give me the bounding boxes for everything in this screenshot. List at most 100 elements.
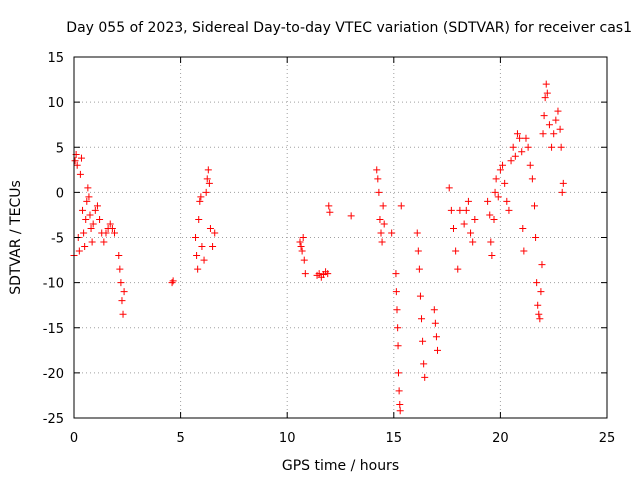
data-point: [545, 121, 553, 129]
data-point: [550, 130, 558, 138]
x-tick-label: 20: [492, 431, 509, 446]
data-point: [396, 400, 404, 408]
data-point: [516, 134, 524, 142]
data-point: [518, 148, 526, 156]
data-point: [452, 247, 460, 255]
data-point: [505, 206, 513, 214]
data-point: [397, 202, 405, 210]
data-point: [392, 288, 400, 296]
data-point: [205, 179, 213, 187]
data-point: [519, 224, 527, 232]
data-point: [462, 206, 470, 214]
data-point: [118, 297, 126, 305]
data-point: [456, 206, 464, 214]
data-point: [464, 197, 472, 205]
data-point: [486, 211, 494, 219]
y-tick-label: 15: [47, 51, 64, 66]
data-point: [195, 215, 203, 223]
y-tick-label: 5: [56, 141, 64, 156]
data-point: [211, 229, 219, 237]
data-point: [200, 256, 208, 264]
data-point: [117, 279, 125, 287]
data-point: [326, 208, 334, 216]
data-point: [298, 247, 306, 255]
data-point: [413, 229, 421, 237]
data-point: [509, 143, 517, 151]
data-point: [499, 161, 507, 169]
data-point: [533, 279, 541, 287]
data-point: [79, 206, 87, 214]
data-point: [420, 360, 428, 368]
data-point: [449, 224, 457, 232]
data-point: [531, 202, 539, 210]
data-point: [536, 315, 544, 323]
data-point: [324, 270, 332, 278]
data-point: [513, 130, 521, 138]
data-point: [393, 306, 401, 314]
data-point: [93, 202, 101, 210]
data-point: [511, 152, 519, 160]
data-point: [82, 215, 90, 223]
data-point: [379, 202, 387, 210]
x-tick-label: 10: [279, 431, 296, 446]
data-point: [297, 243, 305, 251]
data-point: [535, 310, 543, 318]
data-point: [380, 220, 388, 228]
data-point: [487, 238, 495, 246]
grid-lines: [74, 57, 607, 418]
data-point: [296, 238, 304, 246]
data-point: [197, 193, 205, 201]
data-point: [394, 324, 402, 332]
axis-ticks: 0 5 10 15 20 25 -25 -20 -15 -10 -5 0 5 10 15: [43, 51, 616, 446]
data-point: [501, 179, 509, 187]
data-point: [81, 243, 89, 251]
data-point: [388, 229, 396, 237]
data-point: [548, 143, 556, 151]
data-point: [490, 215, 498, 223]
data-point: [375, 188, 383, 196]
data-point: [542, 80, 550, 88]
data-point: [347, 212, 355, 220]
data-point: [106, 220, 114, 228]
data-point: [503, 197, 511, 205]
x-tick-label: 0: [70, 431, 78, 446]
data-point: [392, 270, 400, 278]
data-point: [209, 243, 217, 251]
data-point: [471, 215, 479, 223]
data-point: [522, 134, 530, 142]
data-point: [537, 288, 545, 296]
data-point: [484, 197, 492, 205]
data-point: [374, 175, 382, 183]
data-point: [116, 265, 124, 273]
data-point: [524, 143, 532, 151]
data-point: [96, 215, 104, 223]
data-point: [377, 229, 385, 237]
data-point: [419, 337, 427, 345]
data-point: [494, 193, 502, 201]
data-point: [203, 175, 211, 183]
data-point: [430, 306, 438, 314]
data-point: [467, 229, 475, 237]
data-point: [541, 94, 549, 102]
data-point: [84, 184, 92, 192]
data-point: [373, 166, 381, 174]
data-point: [102, 229, 110, 237]
data-point: [76, 170, 84, 178]
data-point: [543, 89, 551, 97]
data-point: [552, 116, 560, 124]
data-point: [196, 197, 204, 205]
data-point: [73, 161, 81, 169]
data-point: [520, 247, 528, 255]
data-point: [526, 161, 534, 169]
data-point: [193, 252, 201, 260]
data-point: [378, 238, 386, 246]
data-point: [325, 202, 333, 210]
x-tick-label: 25: [599, 431, 616, 446]
data-point: [85, 193, 93, 201]
data-point: [198, 243, 206, 251]
data-point: [108, 224, 116, 232]
data-point: [540, 112, 548, 120]
data-point: [432, 333, 440, 341]
y-tick-label: -5: [51, 232, 64, 247]
